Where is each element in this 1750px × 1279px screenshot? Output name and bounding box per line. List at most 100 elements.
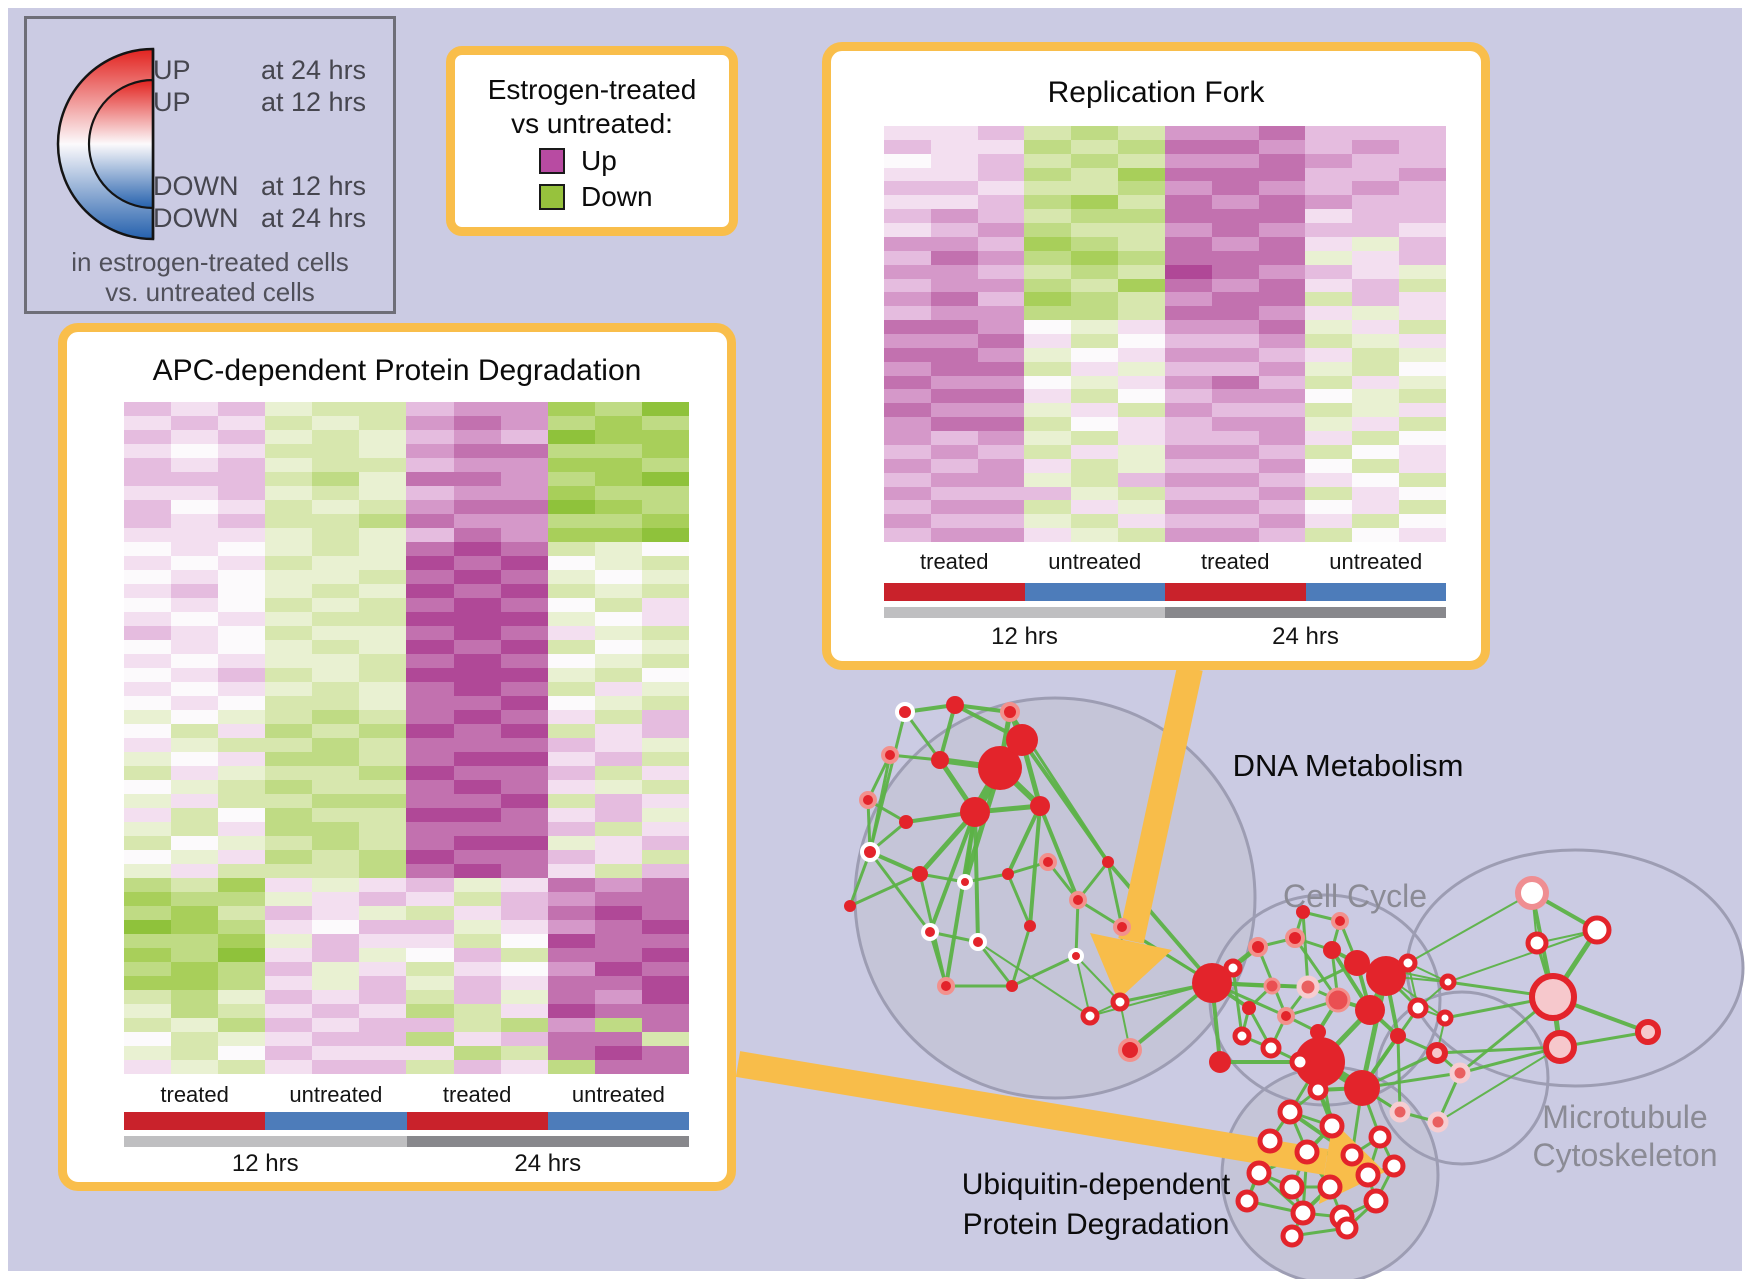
heatmap-cell — [406, 794, 454, 808]
heatmap-cell — [1399, 167, 1446, 182]
group-label: treated — [920, 549, 989, 574]
heatmap-cell — [218, 906, 266, 920]
heatmap-cell — [265, 724, 313, 738]
heatmap-cell — [641, 766, 689, 780]
heatmap-cell — [1305, 458, 1353, 473]
heatmap-cell — [124, 962, 172, 976]
heatmap-cell — [453, 906, 501, 920]
heatmap-cell — [930, 153, 978, 168]
heatmap-cell — [312, 892, 360, 906]
heatmap-cell — [359, 472, 407, 486]
heatmap-cell — [1024, 347, 1072, 362]
heatmap-cell — [1399, 417, 1446, 432]
heatmap-cell — [641, 948, 689, 962]
heatmap-cell — [359, 892, 407, 906]
heatmap-cell — [1399, 361, 1446, 376]
heatmap-cell — [453, 934, 501, 948]
heatmap-cell — [930, 306, 978, 321]
heatmap-cell — [1211, 500, 1259, 515]
heatmap-cell — [500, 920, 548, 934]
heatmap-cell — [453, 654, 501, 668]
legend-time: at 24 hrs — [261, 55, 367, 85]
heatmap-cell — [124, 654, 172, 668]
time-bar-24hrs — [406, 1136, 689, 1147]
heatmap-cell — [1305, 236, 1353, 251]
heatmap-cell — [265, 626, 313, 640]
heatmap-cell — [1211, 389, 1259, 404]
heatmap-cell — [1399, 444, 1446, 459]
gene-node — [1344, 1070, 1380, 1106]
time-label: 24 hrs — [1272, 623, 1339, 650]
heatmap-cell — [453, 808, 501, 822]
heatmap-cell — [641, 458, 689, 472]
heatmap-cell — [1211, 375, 1259, 390]
heatmap-cell — [218, 836, 266, 850]
gene-node — [1296, 905, 1310, 919]
heatmap-cell — [1305, 431, 1353, 445]
heatmap-cell — [1164, 153, 1212, 168]
heatmap-cell — [453, 514, 501, 528]
heatmap-cell — [453, 752, 501, 766]
rf-group-labels: treated untreated treated untreated — [884, 549, 1446, 575]
heatmap-cell — [500, 906, 548, 920]
heatmap-cell — [1352, 361, 1400, 376]
heatmap-cell — [1258, 486, 1306, 501]
heatmap-cell — [641, 878, 689, 892]
heatmap-cell — [312, 976, 360, 990]
heatmap-cell — [312, 416, 360, 430]
heatmap-cell — [594, 486, 642, 500]
heatmap-cell — [594, 430, 642, 444]
heatmap-cell — [453, 696, 501, 710]
heatmap-cell — [1399, 472, 1446, 487]
heatmap-cell — [500, 766, 548, 780]
heatmap-cell — [312, 542, 360, 556]
heatmap-cell — [1399, 500, 1446, 515]
heatmap-cell — [312, 794, 360, 808]
heatmap-cell — [359, 668, 407, 682]
heatmap-cell — [1164, 209, 1212, 224]
heatmap-cell — [265, 668, 313, 682]
heatmap-cell — [884, 472, 931, 487]
heatmap-cell — [218, 472, 266, 486]
heatmap-cell — [1164, 320, 1212, 334]
heatmap-cell — [641, 402, 689, 416]
legend-direction: DOWN — [153, 171, 239, 201]
heatmap-cell — [884, 306, 931, 321]
heatmap-cell — [547, 724, 595, 738]
heatmap-cell — [1399, 236, 1446, 251]
heatmap-cell — [1024, 389, 1072, 404]
heatmap-cell — [547, 696, 595, 710]
heatmap-cell — [406, 822, 454, 836]
heatmap-cell — [547, 598, 595, 612]
heatmap-cell — [884, 278, 931, 293]
estrogen-legend-box: Estrogen-treated vs untreated: Up Down — [446, 46, 738, 236]
heatmap-cell — [312, 1046, 360, 1060]
heatmap-cell — [171, 836, 219, 850]
gene-node — [960, 797, 990, 827]
heatmap-cell — [977, 444, 1025, 459]
heatmap-cell — [1164, 417, 1212, 432]
heatmap-cell — [124, 584, 172, 598]
heatmap-cell — [1352, 500, 1400, 515]
heatmap-cell — [1352, 209, 1400, 224]
heatmap-cell — [977, 306, 1025, 321]
heatmap-cell — [930, 347, 978, 362]
gene-node — [1279, 1174, 1305, 1200]
heatmap-cell — [124, 514, 172, 528]
heatmap-cell — [406, 626, 454, 640]
heatmap-cell — [1211, 514, 1259, 529]
heatmap-cell — [594, 472, 642, 486]
heatmap-cell — [312, 920, 360, 934]
heatmap-cell — [406, 654, 454, 668]
heatmap-cell — [312, 584, 360, 598]
heatmap-cell — [1399, 223, 1446, 237]
heatmap-cell — [641, 514, 689, 528]
heatmap-cell — [171, 640, 219, 654]
heatmap-cell — [1024, 167, 1072, 182]
heatmap-cell — [1258, 375, 1306, 390]
heatmap-cell — [884, 361, 931, 376]
heatmap-cell — [453, 1018, 501, 1032]
heatmap-cell — [265, 612, 313, 626]
heatmap-cell — [124, 542, 172, 556]
heatmap-cell — [124, 906, 172, 920]
